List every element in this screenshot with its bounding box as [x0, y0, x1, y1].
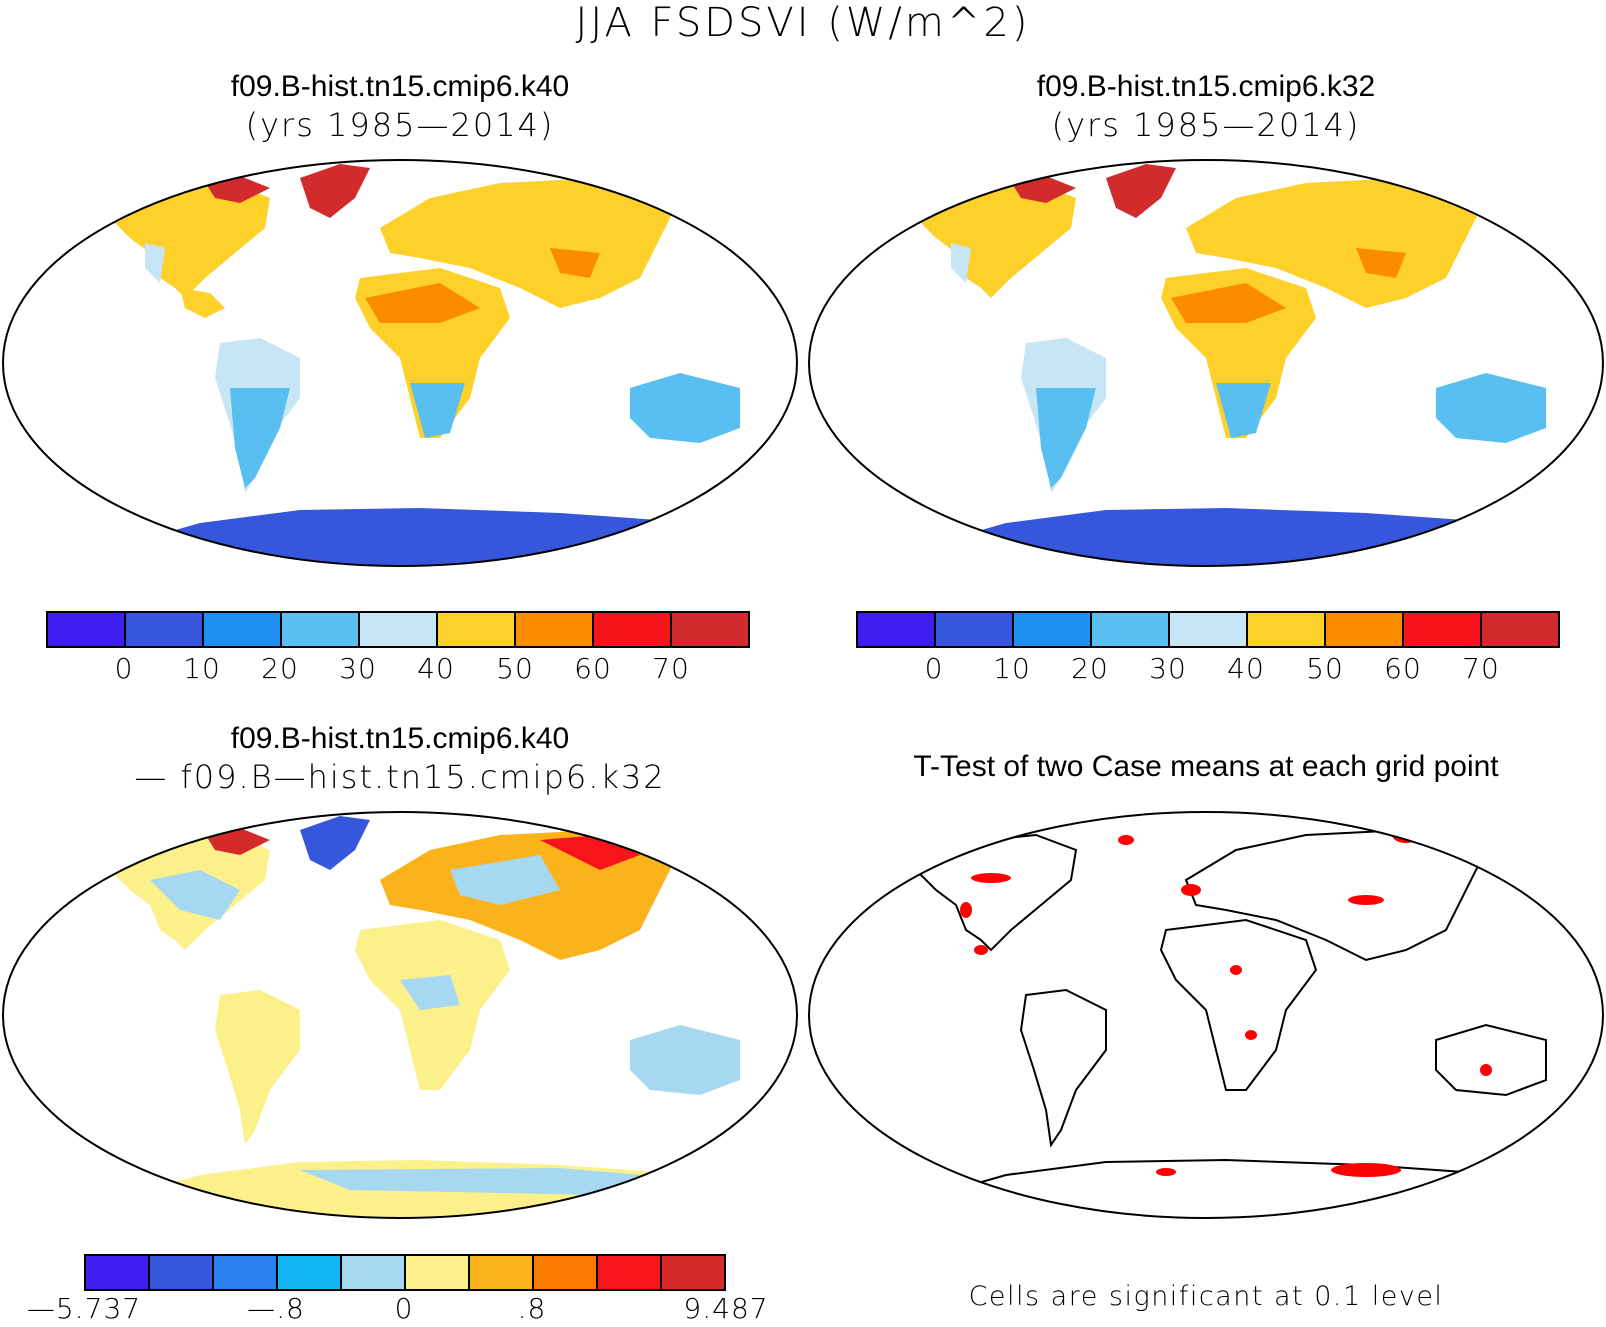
colorbar-case1-swatch-0 [48, 613, 126, 646]
colorbar-case2-swatch-2 [1014, 613, 1092, 646]
colorbar-case2-tick-1: 10 [993, 652, 1031, 685]
colorbar-case1-swatch-3 [282, 613, 360, 646]
colorbar-case1-swatch-1 [126, 613, 204, 646]
colorbar-case2-tick-3: 30 [1149, 652, 1187, 685]
colorbar-case2-swatch-1 [936, 613, 1014, 646]
map-diff [2, 811, 798, 1219]
colorbar-case2-swatch-0 [858, 613, 936, 646]
colorbar-case2-swatch-3 [1092, 613, 1170, 646]
colorbar-case1-tick-7: 70 [652, 652, 690, 685]
colorbar-diff-tick-pos: .8 [517, 1292, 547, 1325]
figure-title: JJA FSDSVI (W/m^2) [575, 0, 1031, 46]
colorbar-diff-tick-min: —5.737 [26, 1292, 142, 1325]
colorbar-case1 [46, 611, 750, 648]
colorbar-diff-swatch-3 [278, 1256, 342, 1289]
colorbar-case2-swatch-8 [1482, 613, 1558, 646]
colorbar-case1-swatch-6 [516, 613, 594, 646]
colorbar-diff [84, 1254, 726, 1291]
colorbar-case2-swatch-5 [1248, 613, 1326, 646]
colorbar-case2-tick-7: 70 [1462, 652, 1500, 685]
colorbar-case2-tick-2: 20 [1071, 652, 1109, 685]
panel-title-diff: f09.B-hist.tn15.cmip6.k40 — f09.B—hist.t… [0, 720, 800, 796]
colorbar-diff-swatch-1 [150, 1256, 214, 1289]
colorbar-case1-swatch-2 [204, 613, 282, 646]
map-frame [2, 811, 798, 1219]
colorbar-case2-tick-4: 40 [1227, 652, 1265, 685]
colorbar-case2-tick-5: 50 [1306, 652, 1344, 685]
colorbar-diff-swatch-5 [406, 1256, 470, 1289]
map-case1 [2, 159, 798, 567]
panel-title-case2: f09.B-hist.tn15.cmip6.k32 (yrs 1985—2014… [806, 68, 1606, 144]
ttest-title: T-Test of two Case means at each grid po… [913, 750, 1499, 783]
colorbar-diff-swatch-0 [86, 1256, 150, 1289]
colorbar-diff-swatch-7 [534, 1256, 598, 1289]
case2-name: f09.B-hist.tn15.cmip6.k32 [1036, 70, 1376, 103]
colorbar-case1-swatch-7 [594, 613, 672, 646]
colorbar-diff-tick-neg: —.8 [247, 1292, 305, 1325]
colorbar-diff-tick-zero: 0 [394, 1292, 414, 1325]
colorbar-case1-tick-5: 50 [496, 652, 534, 685]
map-ttest [808, 811, 1604, 1219]
map-case2 [808, 159, 1604, 567]
map-frame [2, 159, 798, 567]
colorbar-case2-tick-6: 60 [1384, 652, 1422, 685]
colorbar-diff-swatch-8 [598, 1256, 662, 1289]
map-case1-fields [3, 164, 797, 566]
diff-subtitle: — f09.B—hist.tn15.cmip6.k32 [134, 758, 666, 796]
colorbar-case2-swatch-6 [1326, 613, 1404, 646]
map-case2-fields [809, 164, 1603, 566]
map-frame [808, 159, 1604, 567]
colorbar-case1-tick-4: 40 [417, 652, 455, 685]
colorbar-case1-tick-6: 60 [574, 652, 612, 685]
colorbar-case1-swatch-8 [672, 613, 748, 646]
map-frame [808, 811, 1604, 1219]
case2-years: (yrs 1985—2014) [1051, 106, 1361, 144]
colorbar-case2 [856, 611, 1560, 648]
colorbar-case2-swatch-4 [1170, 613, 1248, 646]
colorbar-case1-tick-2: 20 [261, 652, 299, 685]
colorbar-case1-tick-0: 0 [114, 652, 134, 685]
colorbar-diff-swatch-4 [342, 1256, 406, 1289]
colorbar-case2-swatch-7 [1404, 613, 1482, 646]
colorbar-diff-swatch-2 [214, 1256, 278, 1289]
colorbar-case1-tick-3: 30 [339, 652, 377, 685]
significance-note: Cells are significant at 0.1 level [968, 1281, 1444, 1312]
colorbar-case1-swatch-5 [438, 613, 516, 646]
case1-name: f09.B-hist.tn15.cmip6.k40 [230, 70, 570, 103]
map-ttest-fields [809, 827, 1603, 1218]
colorbar-diff-swatch-9 [662, 1256, 724, 1289]
colorbar-diff-tick-max: 9.487 [683, 1292, 769, 1325]
colorbar-diff-swatch-6 [470, 1256, 534, 1289]
colorbar-case2-tick-0: 0 [924, 652, 944, 685]
colorbar-case1-tick-1: 10 [183, 652, 221, 685]
colorbar-case1-swatch-4 [360, 613, 438, 646]
significant-cells [960, 827, 1492, 1177]
diff-name: f09.B-hist.tn15.cmip6.k40 [230, 722, 570, 755]
panel-title-case1: f09.B-hist.tn15.cmip6.k40 (yrs 1985—2014… [0, 68, 800, 144]
case1-years: (yrs 1985—2014) [245, 106, 555, 144]
